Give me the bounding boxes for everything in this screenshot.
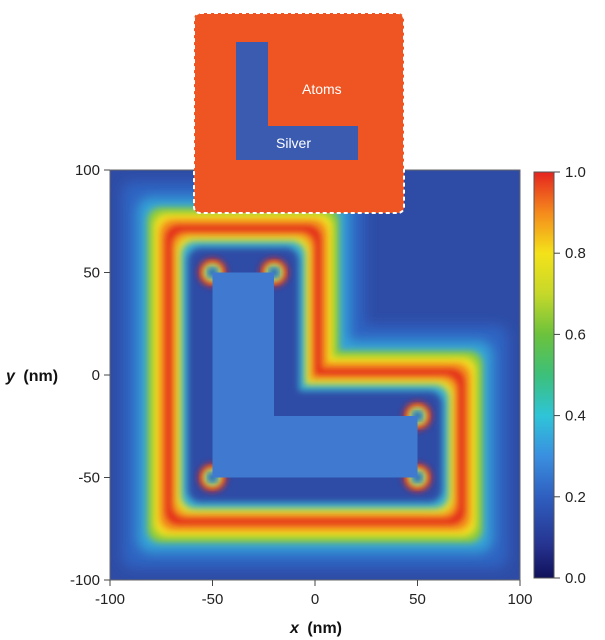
heatmap-field [110,170,520,580]
colorbar-tick-label: 0.2 [565,489,586,506]
y-axis-label: y (nm) [5,368,58,385]
x-tick-label: 100 [507,591,532,608]
y-tick-label: -50 [78,470,100,487]
x-tick-label: 0 [311,591,319,608]
inset-label-atoms: Atoms [302,81,342,97]
inset-label-silver: Silver [276,135,311,151]
y-axis: 100 50 0 -50 -100 [70,162,110,589]
colorbar-tick-label: 0.0 [565,570,586,587]
inset-background [193,12,405,214]
colorbar-tick-label: 0.8 [565,245,586,262]
colorbar-tick-label: 0.4 [565,408,586,425]
x-tick-label: -100 [95,591,125,608]
inset-silver-L [236,42,358,160]
colorbar-tick-label: 0.6 [565,326,586,343]
y-tick-label: -100 [70,572,100,589]
x-axis: -100 -50 0 50 100 [95,580,533,608]
silver-horizontal-bar [212,416,418,478]
colorbar-ticks: 1.0 0.8 0.6 0.4 0.2 0.0 [554,164,586,587]
inset: Atoms Silver [193,12,405,214]
x-axis-label: x (nm) [289,620,342,637]
y-tick-label: 100 [75,162,100,179]
x-tick-label: -50 [202,591,224,608]
silver-particle [212,272,418,478]
y-tick-label: 0 [92,367,100,384]
colorbar [533,171,555,579]
colorbar-tick-label: 1.0 [565,164,586,181]
x-tick-label: 50 [409,591,426,608]
y-tick-label: 50 [83,265,100,282]
